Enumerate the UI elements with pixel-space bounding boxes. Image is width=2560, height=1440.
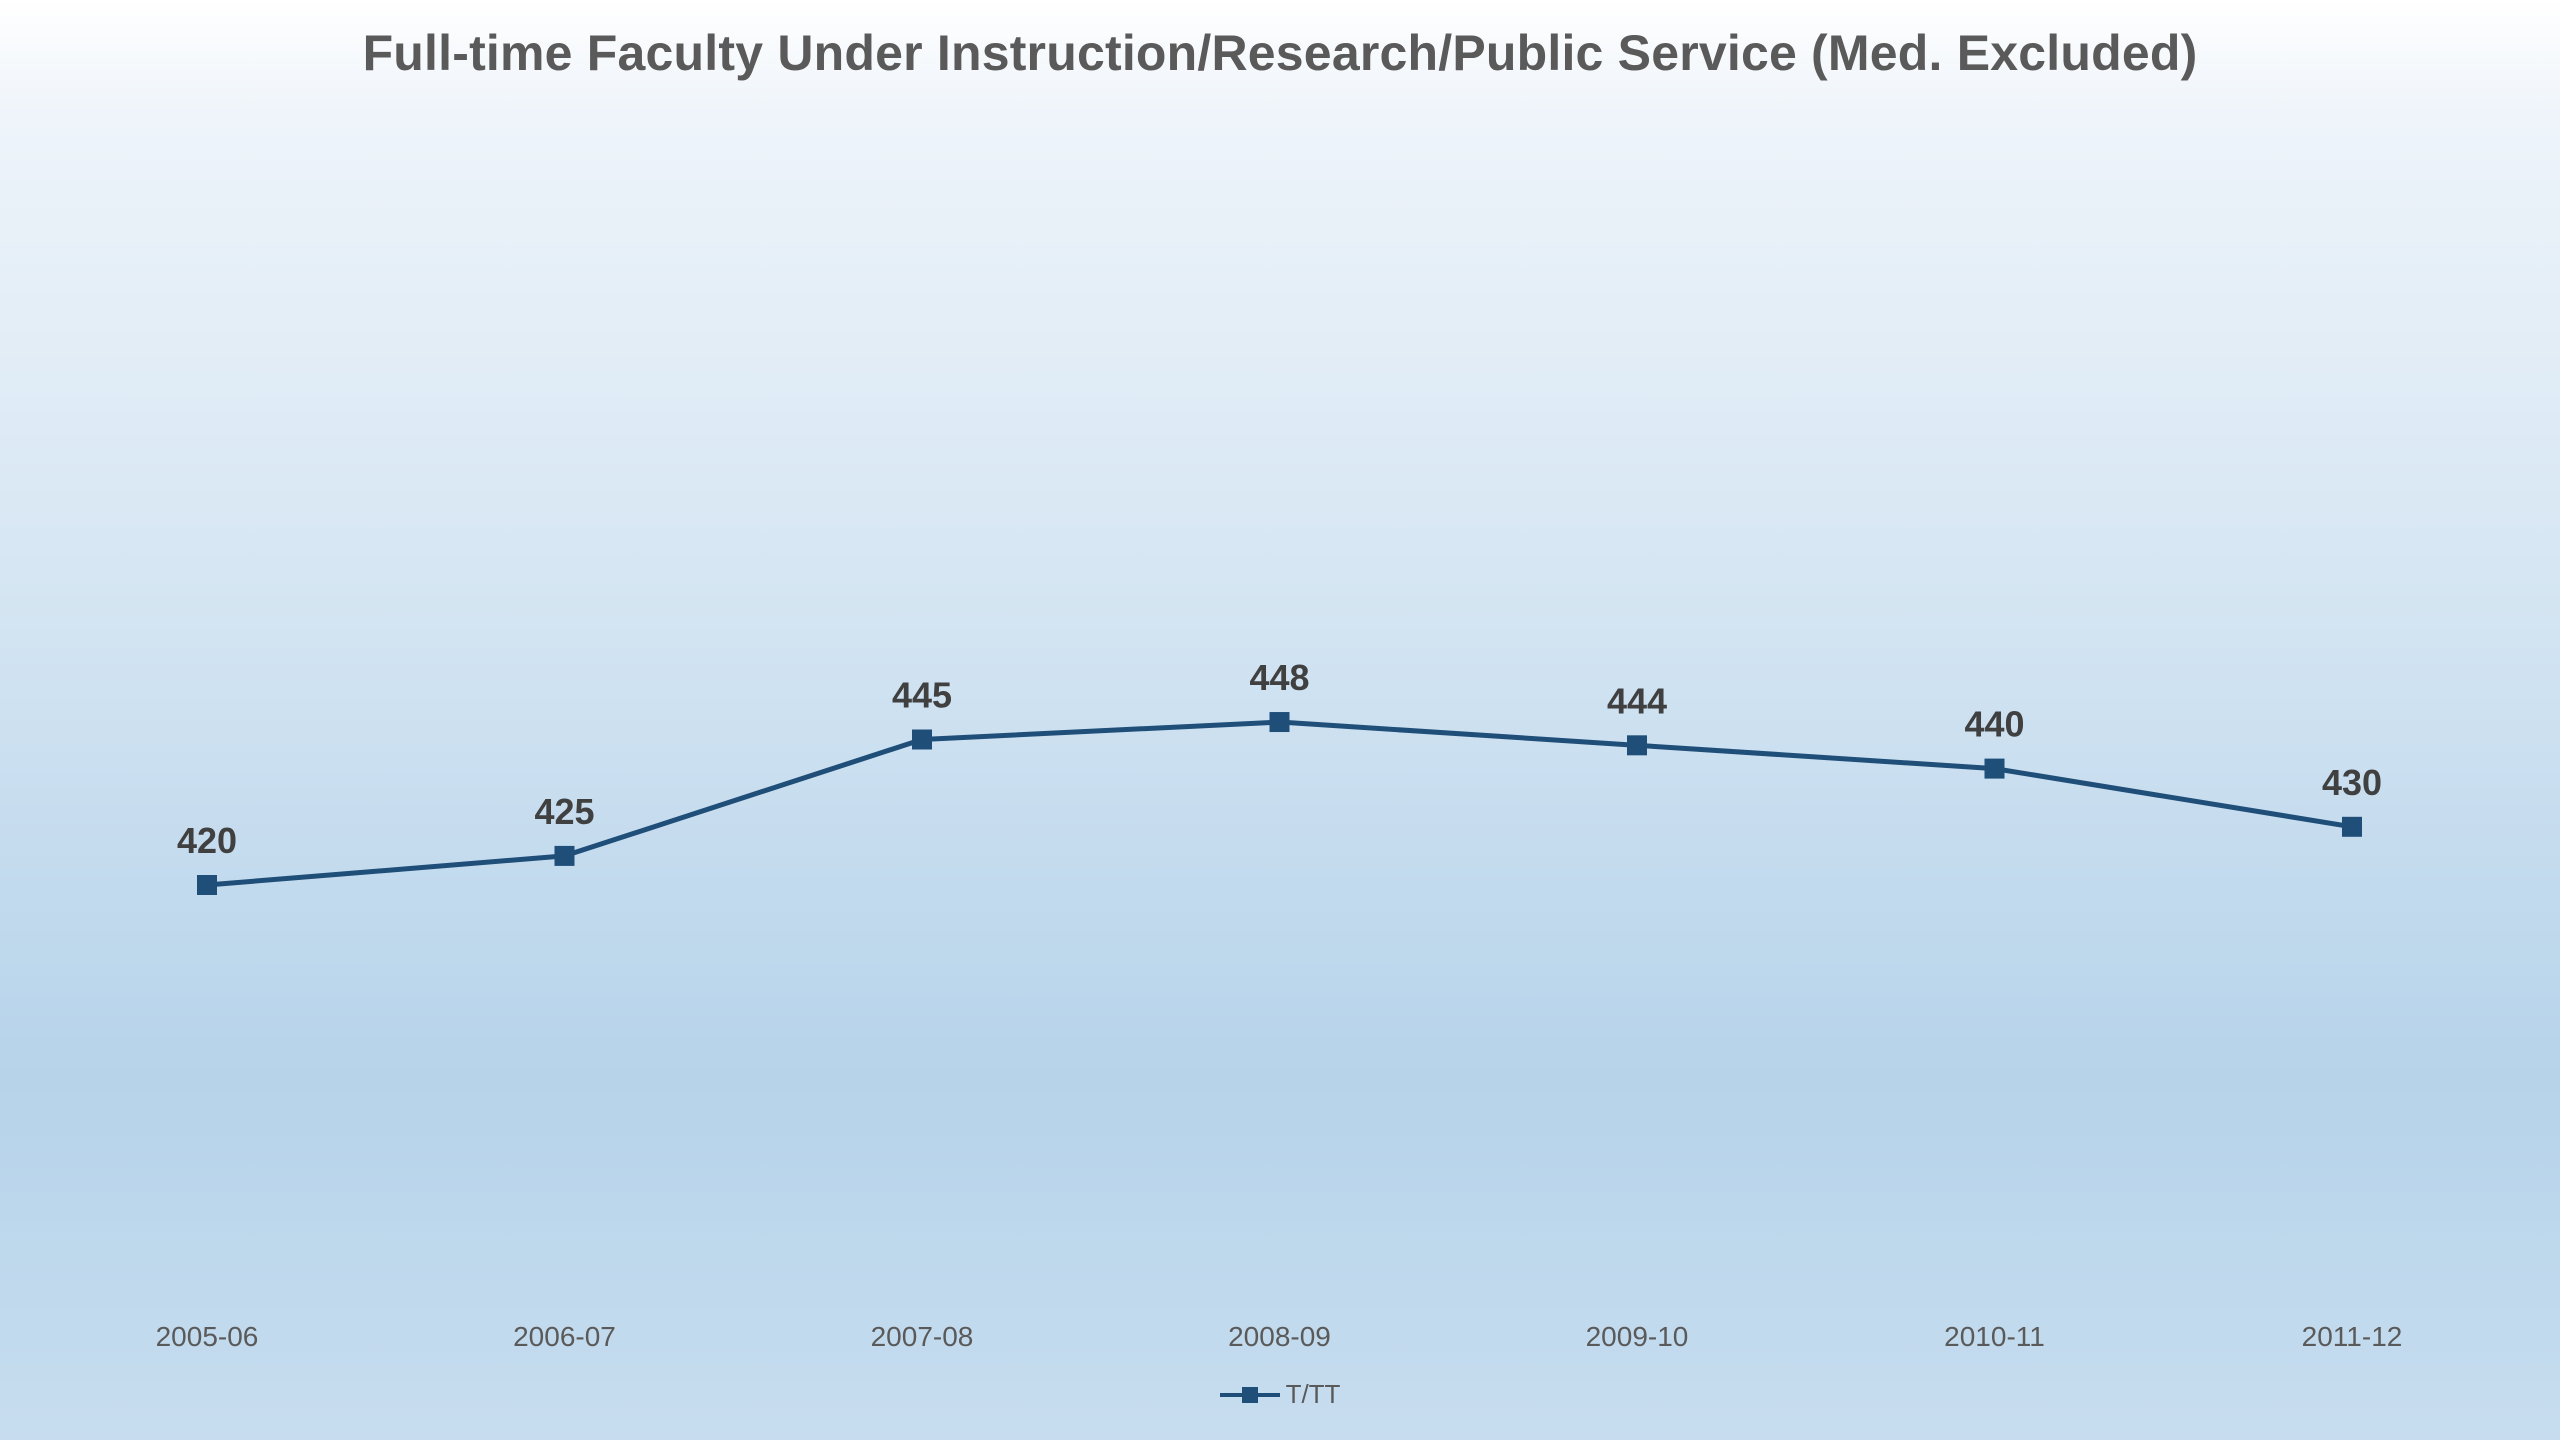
legend: T/TT [0, 1379, 2560, 1410]
legend-label: T/TT [1285, 1379, 1341, 1409]
chart-title: Full-time Faculty Under Instruction/Rese… [362, 25, 2198, 81]
data-point-marker [1627, 735, 1647, 756]
data-label: 420 [177, 820, 237, 861]
data-label: 445 [892, 675, 952, 716]
x-axis-tick-label: 2008-09 [1228, 1321, 1331, 1352]
x-axis-tick-label: 2006-07 [513, 1321, 616, 1352]
data-label: 440 [1964, 704, 2024, 745]
data-labels-layer: 420 425 445 448 444 440 430 [177, 657, 2382, 861]
data-label: 430 [2322, 762, 2382, 803]
series-layer [197, 712, 2362, 895]
data-point-marker [912, 729, 932, 750]
x-axis-tick-label: 2010-11 [1944, 1321, 2045, 1352]
data-label: 444 [1607, 680, 1667, 721]
x-axis-tick-label: 2005-06 [156, 1321, 259, 1352]
data-label: 425 [534, 791, 594, 832]
legend-line-marker-icon [1219, 1386, 1280, 1403]
x-axis-tick-label: 2009-10 [1586, 1321, 1689, 1352]
legend-item: T/TT [1219, 1379, 1341, 1410]
data-point-marker [554, 845, 575, 866]
x-axis-ticks: 2005-06 2006-07 2007-08 2008-09 2009-10 2010-… [156, 1321, 2403, 1352]
data-point-marker [2342, 816, 2362, 837]
data-point-marker [1984, 758, 2005, 779]
data-point-marker [197, 875, 217, 895]
series-line-t-tt [206, 719, 2353, 888]
x-axis-tick-label: 2007-08 [871, 1321, 974, 1352]
x-axis-tick-label: 2011-12 [2302, 1321, 2403, 1352]
data-label: 448 [1249, 657, 1309, 698]
data-point-marker [1269, 712, 1290, 733]
